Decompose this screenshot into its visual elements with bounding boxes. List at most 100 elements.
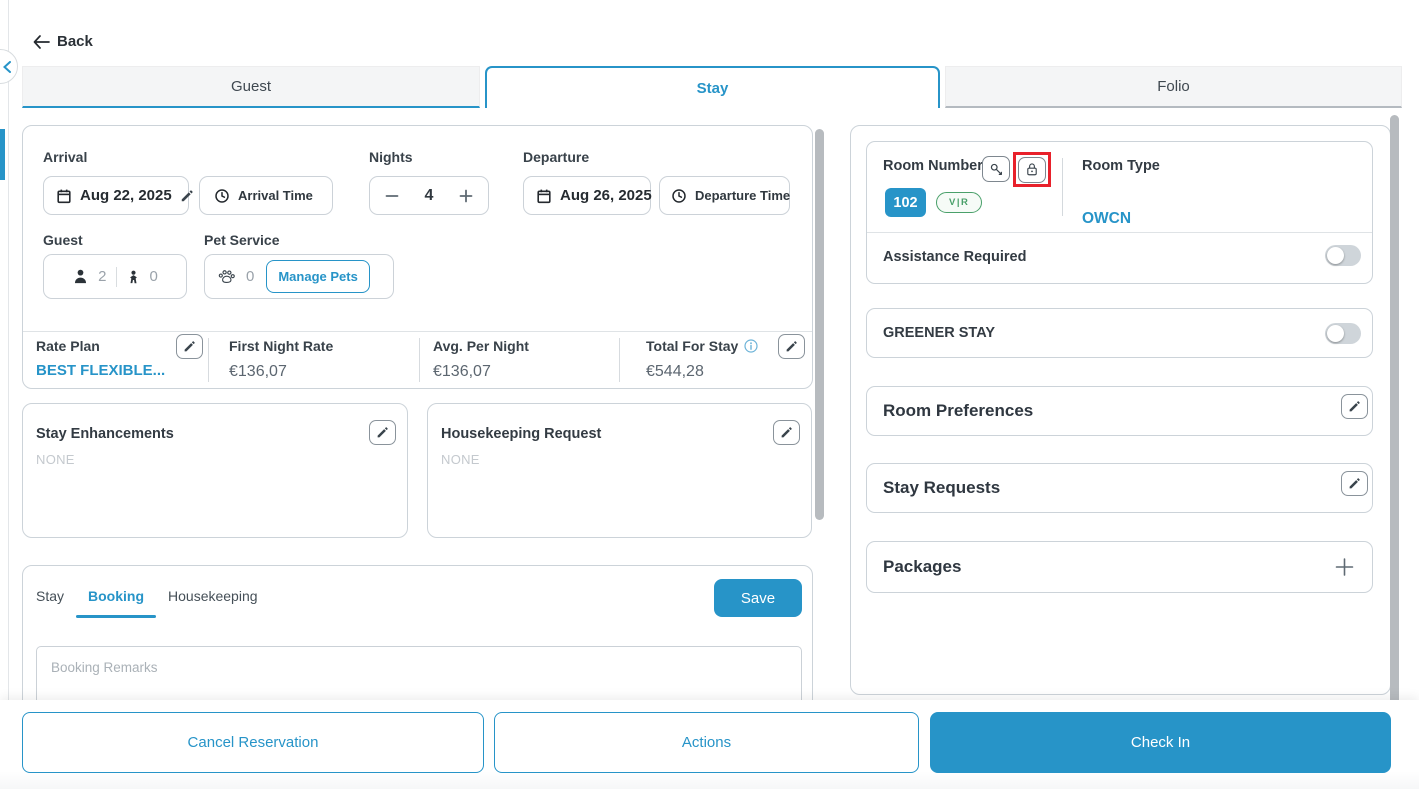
rate-col-divider — [419, 338, 420, 382]
active-tab-underline — [76, 615, 157, 618]
calendar-icon — [56, 188, 72, 204]
check-in-button[interactable]: Check In — [930, 712, 1391, 773]
paw-icon — [217, 268, 236, 286]
remarks-tab-booking[interactable]: Booking — [76, 588, 157, 618]
lock-highlight-box — [1013, 152, 1051, 187]
guest-count-divider — [115, 266, 117, 287]
pet-count: 0 — [246, 268, 255, 285]
edit-pencil-icon — [1348, 477, 1361, 490]
room-type-label: Room Type — [1082, 158, 1160, 174]
stay-enhancements-value: NONE — [36, 452, 75, 467]
room-type-value[interactable]: OWCN — [1082, 210, 1132, 227]
guest-count-button[interactable]: 2 0 — [43, 254, 187, 299]
room-number-badge[interactable]: 102 — [885, 188, 926, 217]
cancel-reservation-button[interactable]: Cancel Reservation — [22, 712, 484, 773]
pet-service-control: 0 Manage Pets — [204, 254, 394, 299]
total-for-stay-label: Total For Stay — [646, 338, 758, 354]
packages-label: Packages — [883, 557, 962, 576]
arrival-date-value: Aug 22, 2025 — [80, 187, 172, 204]
left-panel-scrollbar[interactable] — [815, 129, 824, 520]
calendar-icon — [536, 188, 552, 204]
first-night-rate-label: First Night Rate — [229, 338, 334, 354]
left-accent-bar — [0, 129, 5, 180]
tab-stay[interactable]: Stay — [485, 66, 940, 108]
total-edit-button[interactable] — [778, 334, 805, 359]
rate-plan-label: Rate Plan — [36, 338, 100, 354]
back-button[interactable]: Back — [33, 33, 93, 50]
avg-per-night-value: €136,07 — [433, 363, 491, 380]
departure-date-button[interactable]: Aug 26, 2025 — [523, 176, 652, 215]
stay-enhancements-card: Stay Enhancements NONE — [22, 403, 408, 538]
save-button[interactable]: Save — [714, 579, 802, 617]
departure-label: Departure — [523, 149, 590, 165]
edit-pencil-icon — [180, 189, 194, 203]
remarks-tab-booking-label: Booking — [88, 588, 145, 604]
edit-pencil-icon — [780, 426, 793, 439]
greener-stay-label: GREENER STAY — [883, 325, 995, 341]
rate-plan-value[interactable]: BEST FLEXIBLE... — [36, 362, 166, 379]
departure-time-button[interactable]: Departure Time — [659, 176, 790, 215]
adults-count: 2 — [98, 268, 107, 285]
nights-label: Nights — [369, 149, 413, 165]
total-for-stay-value: €544,28 — [646, 363, 704, 380]
clock-icon — [214, 188, 230, 204]
room-preferences-label: Room Preferences — [883, 401, 1034, 420]
arrival-date-button[interactable]: Aug 22, 2025 — [43, 176, 193, 215]
room-lock-button[interactable] — [1018, 156, 1046, 183]
info-icon[interactable] — [744, 339, 758, 353]
clock-icon — [671, 188, 687, 204]
remarks-tab-housekeeping[interactable]: Housekeeping — [168, 588, 258, 604]
rate-col-divider — [208, 338, 209, 382]
back-label: Back — [57, 33, 93, 50]
right-panel-scrollbar[interactable] — [1390, 115, 1399, 706]
assistance-divider — [867, 232, 1372, 233]
arrival-time-button[interactable]: Arrival Time — [199, 176, 333, 215]
toggle-knob — [1327, 247, 1344, 264]
manage-pets-button[interactable]: Manage Pets — [266, 260, 370, 293]
remarks-tabbar: Stay Booking Housekeeping — [36, 588, 258, 618]
stay-enhancements-title: Stay Enhancements — [36, 426, 174, 442]
packages-add-button[interactable] — [1335, 558, 1354, 577]
nights-decrement-button[interactable] — [385, 189, 399, 203]
assistance-required-toggle[interactable] — [1325, 245, 1361, 266]
edit-pencil-icon — [376, 426, 389, 439]
housekeeping-request-card: Housekeeping Request NONE — [427, 403, 812, 538]
tab-folio[interactable]: Folio — [945, 66, 1402, 108]
room-number-label: Room Number — [883, 158, 983, 174]
guest-label: Guest — [43, 232, 83, 248]
footer-action-bar: Cancel Reservation Actions Check In — [0, 700, 1419, 789]
room-number-card: Room Number Room Type OWCN 102 V|R Assis… — [866, 141, 1373, 284]
housekeeping-request-value: NONE — [441, 452, 480, 467]
room-preferences-edit-button[interactable] — [1341, 394, 1368, 419]
stay-enhancements-edit-button[interactable] — [369, 420, 396, 445]
departure-date-value: Aug 26, 2025 — [560, 187, 652, 204]
room-card-divider — [1062, 158, 1063, 216]
room-key-button[interactable] — [982, 156, 1010, 182]
edit-pencil-icon — [785, 340, 798, 353]
collapse-panel-button[interactable] — [0, 49, 18, 84]
greener-stay-toggle[interactable] — [1325, 323, 1361, 344]
tab-guest[interactable]: Guest — [22, 66, 480, 108]
stay-requests-edit-button[interactable] — [1341, 471, 1368, 496]
rate-row-divider — [23, 331, 812, 332]
stay-requests-label: Stay Requests — [883, 478, 1001, 497]
arrival-time-value: Arrival Time — [238, 188, 313, 203]
rate-plan-edit-button[interactable] — [176, 334, 203, 359]
tab-folio-label: Folio — [1157, 78, 1190, 95]
total-for-stay-text: Total For Stay — [646, 338, 739, 354]
nights-increment-button[interactable] — [459, 189, 473, 203]
housekeeping-request-edit-button[interactable] — [773, 420, 800, 445]
departure-time-value: Departure Time — [695, 188, 791, 203]
left-edge-divider — [8, 0, 9, 702]
remarks-tab-stay[interactable]: Stay — [36, 588, 65, 604]
back-arrow-icon — [33, 34, 50, 49]
chevron-left-icon — [2, 60, 12, 73]
edit-pencil-icon — [1348, 400, 1361, 413]
actions-button[interactable]: Actions — [494, 712, 919, 773]
tab-stay-label: Stay — [696, 79, 729, 97]
child-icon — [126, 269, 141, 285]
nights-value: 4 — [424, 186, 434, 204]
children-count: 0 — [149, 268, 158, 285]
adult-icon — [72, 268, 89, 285]
